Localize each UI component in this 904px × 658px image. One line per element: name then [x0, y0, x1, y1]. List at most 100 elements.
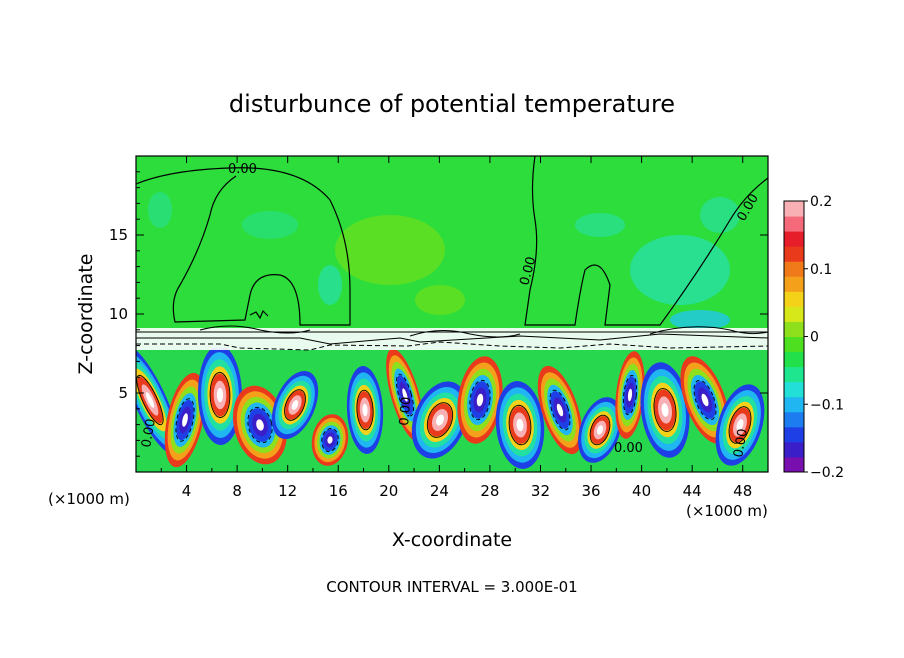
vortex: [578, 397, 622, 463]
x-tick-label: 4: [182, 482, 192, 500]
vortex-ring: [402, 388, 408, 402]
contour-labels: 0.00 0.00 0.00 0.00 0.00 0.00 0.00: [139, 162, 762, 459]
colorbar: 0.2 0.1 0 −0.1 −0.2: [783, 194, 844, 481]
boundary-band-contours: [136, 325, 769, 351]
vortex-ring: [627, 388, 633, 402]
band-contour: [199, 325, 311, 334]
vortex-contour: [653, 388, 677, 432]
vortex-contour: [209, 372, 231, 418]
vortex-contour: [396, 373, 414, 417]
y-tick-label: 5: [118, 384, 128, 402]
vortex-ring: [596, 425, 604, 435]
vortex-ring: [701, 393, 709, 407]
vortex-contour: [508, 404, 532, 446]
vortex: [411, 381, 469, 459]
vortex-contour: [622, 374, 638, 416]
colorbar-swatch: [784, 396, 804, 413]
vortex-contour: [728, 406, 752, 444]
field-blob: [242, 211, 298, 239]
x-tick-label: 8: [232, 482, 242, 500]
vortex-contour: [549, 389, 571, 431]
colorbar-swatch: [784, 276, 804, 292]
colorbar-swatch: [784, 246, 804, 262]
colorbar-tick-label: 0: [810, 330, 819, 346]
x-tick-label: 16: [329, 482, 348, 500]
colorbar-swatch: [784, 411, 804, 428]
colorbar-swatch: [784, 366, 804, 383]
vortex-contour: [175, 398, 195, 442]
contour-line: [249, 309, 269, 320]
x-tick-label: 40: [632, 482, 651, 500]
vortex: [136, 348, 180, 455]
vortex: [197, 348, 243, 445]
vortex: [680, 356, 730, 444]
y-tick-label: 10: [109, 305, 128, 323]
colorbar-tick-label: 0.1: [810, 262, 832, 278]
vortex-contour: [589, 414, 611, 446]
contour-label: 0.00: [517, 255, 539, 287]
x-tick-label: 44: [683, 482, 702, 500]
vortex: [715, 384, 765, 466]
vortex-contour: [136, 374, 164, 426]
field-blob: [335, 215, 445, 285]
field-blob: [700, 197, 740, 233]
band-contour: [136, 333, 769, 345]
x-axis: 4 8 12 16 20 24 28 32 36 40 44 48: [160, 156, 752, 500]
colorbar-swatch: [784, 306, 804, 322]
field-blob: [148, 192, 172, 228]
contour-interval-note: CONTOUR INTERVAL = 3.000E-01: [326, 578, 577, 596]
colorbar-swatch: [784, 426, 804, 443]
contour-label: 0.00: [228, 162, 257, 177]
vortex: [615, 351, 645, 439]
x-tick-label: 48: [733, 482, 752, 500]
vortex-ring: [661, 403, 669, 417]
colorbar-swatch: [784, 216, 804, 232]
x-tick-label: 20: [379, 482, 398, 500]
colorbar-swatch: [784, 351, 804, 368]
x-axis-label: X-coordinate: [392, 529, 512, 551]
vortex: [457, 356, 503, 444]
contour-line: [524, 155, 769, 326]
field-blob: [415, 285, 465, 315]
vortex-ring: [145, 392, 155, 408]
colorbar-swatch: [784, 231, 804, 247]
vortex-ring: [362, 403, 368, 417]
vortex-contour: [469, 379, 491, 421]
y-axis: 5 10 15: [109, 171, 768, 457]
colorbar-swatch: [784, 261, 804, 277]
colorbar-swatch: [784, 291, 804, 307]
contour-label: 0.00: [397, 396, 414, 426]
vortex-ring: [556, 403, 564, 417]
colorbar-swatch: [784, 441, 804, 458]
field-blob: [670, 310, 730, 330]
colorbar-tick-label: −0.2: [810, 465, 844, 481]
band-contour: [409, 330, 521, 338]
lower-field-vortices: [136, 348, 765, 469]
vortex-ring: [516, 418, 524, 432]
y-tick-label: 15: [109, 226, 128, 244]
vortex: [271, 370, 319, 440]
x-unit-right: (×1000 m): [686, 502, 768, 520]
vortex: [537, 365, 583, 455]
vortex-contour: [426, 402, 454, 438]
vortex-ring: [256, 419, 264, 431]
band-contour: [136, 341, 769, 351]
vortex-ring: [476, 393, 484, 407]
upper-contours: [135, 155, 769, 326]
vortex-ring: [327, 436, 333, 444]
contour-label: 0.00: [139, 418, 159, 449]
vortex-ring: [435, 414, 445, 426]
vortex-contour: [284, 389, 306, 421]
colorbar-tick-label: −0.1: [810, 397, 844, 413]
vortex: [232, 385, 288, 465]
colorbar-swatch: [784, 201, 804, 217]
field-blob: [575, 213, 625, 237]
contour-line: [135, 167, 351, 326]
upper-field-blobs: [148, 192, 740, 330]
vortex: [164, 372, 206, 468]
x-tick-label: 28: [480, 482, 499, 500]
x-tick-label: 24: [430, 482, 449, 500]
chart-title: disturbunce of potential temperature: [229, 90, 675, 118]
colorbar-swatch: [784, 381, 804, 398]
field-blob: [318, 265, 342, 305]
